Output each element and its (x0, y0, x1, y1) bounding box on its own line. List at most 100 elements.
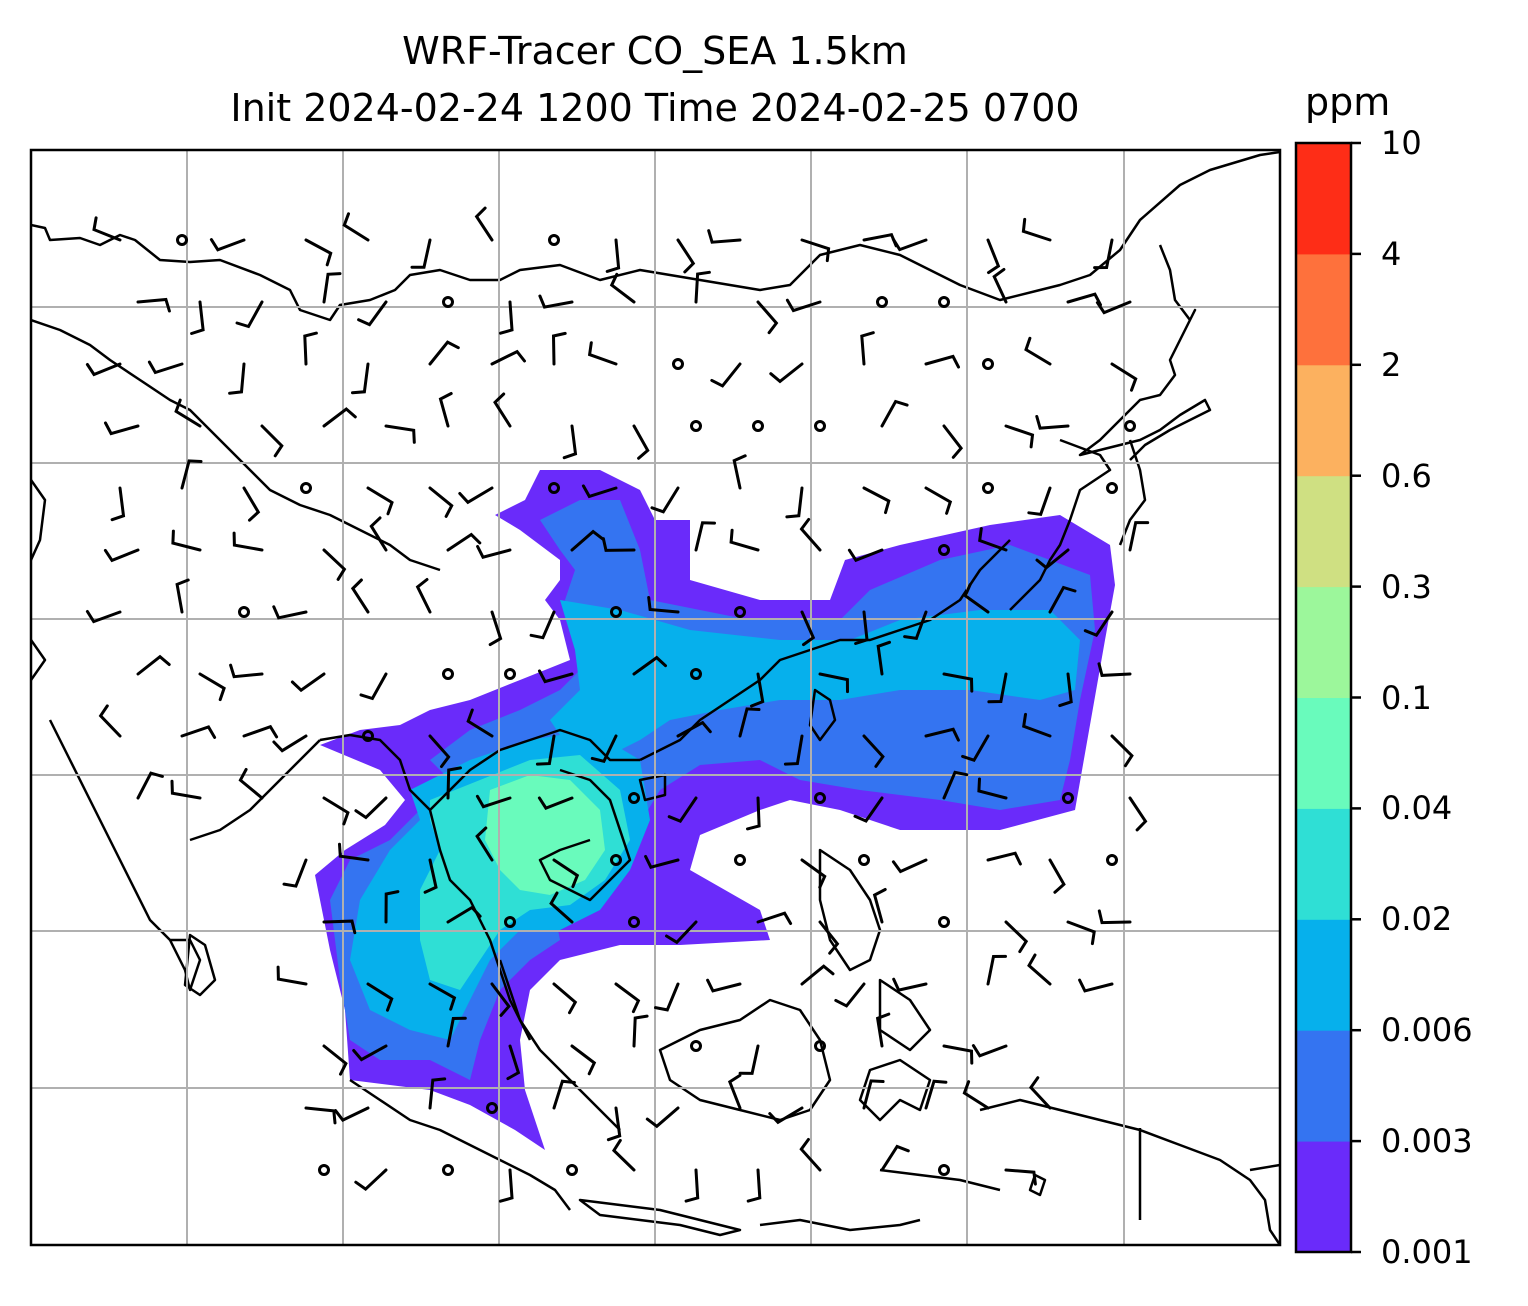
colorbar-tick-label-2: 0.006 (1381, 1011, 1473, 1050)
wind-barb-143 (535, 734, 556, 766)
calm-wind-circle-112 (734, 606, 746, 618)
wind-barb-106 (350, 578, 370, 614)
wind-barb-186 (446, 905, 482, 924)
wind-barb-34 (85, 362, 122, 377)
wind-barb-12 (862, 232, 898, 248)
calm-wind-circle-218 (690, 1040, 702, 1052)
wind-barb-129 (750, 672, 765, 708)
map-frame (29, 148, 1282, 1247)
wind-barb-171 (338, 842, 370, 862)
wind-barb-72 (366, 486, 394, 516)
calm-wind-circle-189 (628, 916, 640, 928)
wind-barb-150 (961, 734, 990, 763)
wind-barb-8 (605, 238, 621, 273)
wind-barb-159 (475, 794, 512, 809)
wind-barb-195 (1004, 920, 1029, 954)
wind-barb-121 (229, 663, 264, 679)
tracer-level-2 (550, 600, 1080, 760)
tracer-field (315, 470, 1115, 1150)
calm-wind-circle-1 (176, 234, 188, 246)
calm-wind-circle-175 (610, 854, 622, 866)
coastline-china-east (1078, 244, 1212, 461)
wind-barb-92 (570, 529, 605, 552)
wind-barb-40 (490, 349, 526, 366)
wind-barb-230 (645, 1106, 680, 1129)
wind-barb-108 (488, 610, 503, 647)
wind-barb-127 (632, 655, 667, 676)
wind-barb-115 (903, 610, 928, 640)
wind-barb-193 (872, 888, 887, 924)
wind-barb-35 (147, 360, 184, 375)
wind-barb-210 (1027, 953, 1052, 986)
wind-barb-55 (384, 424, 416, 444)
wind-barb-99 (978, 527, 1008, 552)
colorbar-tick-label-5: 0.1 (1381, 678, 1432, 717)
wind-barb-19 (235, 300, 264, 329)
calm-wind-circle-183 (1106, 854, 1118, 866)
wind-barbs (85, 206, 1150, 1203)
wind-barb-192 (818, 920, 840, 955)
wind-barb-57 (493, 392, 512, 428)
coastline-north-asia (31, 150, 1280, 322)
wind-barb-169 (1128, 796, 1148, 832)
colorbar-tick-label-1: 0.003 (1381, 1122, 1473, 1161)
wind-barb-36 (228, 362, 246, 395)
wind-barb-13 (891, 237, 928, 252)
wind-barb-208 (892, 977, 928, 992)
wind-barb-205 (706, 978, 742, 993)
calm-wind-circle-98 (938, 544, 950, 556)
wind-barb-96 (799, 517, 822, 552)
wind-barb-244 (746, 1168, 762, 1203)
wind-barb-33 (1095, 300, 1132, 315)
calm-wind-circle-82 (982, 482, 994, 494)
wind-barb-88 (322, 548, 347, 581)
calm-wind-circle-7 (548, 234, 560, 246)
wind-barb-126 (538, 669, 574, 684)
wind-barb-211 (1078, 978, 1114, 993)
wind-barb-41 (551, 331, 567, 366)
coastline-new-guinea (979, 1098, 1280, 1245)
wind-barb-225 (334, 1106, 370, 1122)
wind-barb-101 (1128, 521, 1150, 552)
colorbar-segment-5 (1296, 586, 1351, 698)
calm-wind-circle-84 (1106, 482, 1118, 494)
wind-barb-119 (136, 654, 171, 676)
wind-barb-229 (606, 1106, 622, 1142)
wind-barb-116 (963, 583, 990, 614)
wind-barb-228 (552, 1079, 576, 1110)
wind-barb-25 (609, 272, 636, 304)
wind-barb-135 (1097, 662, 1132, 677)
wind-barb-16 (1093, 238, 1114, 270)
wind-barb-63 (880, 399, 909, 428)
wind-barb-149 (924, 727, 960, 742)
wind-barb-86 (171, 529, 202, 552)
coastline-timor (1028, 1173, 1047, 1197)
wind-barb-69 (180, 459, 203, 490)
wind-barb-78 (732, 454, 747, 490)
wind-barb-200 (428, 982, 457, 1011)
calm-wind-circle-161 (628, 792, 640, 804)
wind-barb-18 (190, 300, 205, 335)
wind-barb-166 (942, 770, 969, 800)
wind-barb-248 (1004, 1168, 1037, 1186)
coastline-sumatra (349, 1078, 571, 1211)
coastline-sulawesi (858, 1058, 932, 1122)
calm-wind-circle-179 (858, 854, 870, 866)
wind-barb-109 (529, 610, 556, 640)
calm-wind-circle-60 (690, 420, 702, 432)
wind-barb-176 (644, 855, 680, 869)
wind-barb-123 (359, 672, 388, 701)
colorbar-tick-label-10: 10 (1381, 124, 1422, 162)
wind-barb-14 (986, 238, 1001, 275)
calm-wind-circle-48 (982, 358, 994, 370)
wind-barb-242 (611, 1138, 636, 1172)
wind-barb-118 (1083, 610, 1114, 638)
wind-barb-215 (506, 1044, 521, 1081)
wind-barb-2 (209, 238, 246, 252)
colorbar-tick-label-6: 0.3 (1381, 567, 1432, 606)
wind-barb-73 (428, 486, 454, 518)
wind-barb-137 (180, 725, 217, 739)
wind-barb-54 (322, 407, 357, 428)
calm-wind-circle-128 (690, 668, 702, 680)
wind-barb-6 (474, 206, 494, 242)
